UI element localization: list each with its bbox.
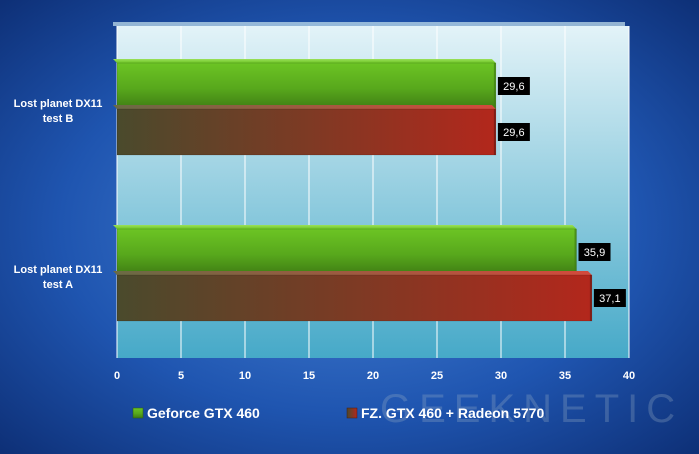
x-tick-label: 15 bbox=[303, 370, 315, 382]
category-label-line: test A bbox=[43, 279, 73, 291]
bar-top bbox=[113, 271, 592, 275]
legend-label-fz: FZ. GTX 460 + Radeon 5770 bbox=[361, 405, 544, 421]
bar-edge bbox=[589, 275, 592, 321]
legend-item-geforce: Geforce GTX 460 bbox=[132, 405, 260, 421]
value-label: 37,1 bbox=[599, 293, 620, 305]
x-tick-label: 25 bbox=[431, 370, 443, 382]
bars bbox=[113, 59, 593, 322]
bar-top bbox=[113, 59, 496, 63]
bar-edge bbox=[493, 109, 496, 155]
bar bbox=[116, 274, 593, 322]
bar bbox=[116, 108, 497, 156]
watermark-text: GEEKNETIC bbox=[380, 387, 683, 431]
x-tick-label: 40 bbox=[623, 370, 635, 382]
category-labels: Lost planet DX11 test B Lost planet DX11 te… bbox=[14, 98, 103, 291]
category-label-line: test B bbox=[43, 113, 74, 125]
bar-top bbox=[113, 105, 496, 109]
x-tick-label: 0 bbox=[114, 370, 120, 382]
x-tick-label: 5 bbox=[178, 370, 184, 382]
legend-swatch-fz bbox=[346, 407, 358, 419]
x-tick-label: 30 bbox=[495, 370, 507, 382]
bar bbox=[116, 62, 497, 110]
x-tick-label: 35 bbox=[559, 370, 571, 382]
bar-edge bbox=[493, 63, 496, 109]
category-label-line: Lost planet DX11 bbox=[14, 98, 103, 110]
bar-top bbox=[113, 225, 577, 229]
category-label: Lost planet DX11 test B bbox=[14, 98, 103, 125]
legend-label-geforce: Geforce GTX 460 bbox=[147, 405, 260, 421]
bar-edge bbox=[574, 229, 577, 275]
x-axis-ticks: 0 5 10 15 20 25 30 35 40 bbox=[114, 370, 635, 382]
value-label: 29,6 bbox=[503, 81, 524, 93]
bar bbox=[116, 228, 577, 276]
legend: Geforce GTX 460 FZ. GTX 460 + Radeon 577… bbox=[132, 405, 544, 421]
value-labels: 29,6 29,6 35,9 37,1 bbox=[497, 77, 626, 307]
value-label-box bbox=[578, 243, 611, 261]
x-tick-label: 20 bbox=[367, 370, 379, 382]
category-label: Lost planet DX11 test A bbox=[14, 264, 103, 291]
value-label-box bbox=[497, 77, 530, 95]
plot-area-top-depth bbox=[113, 22, 625, 26]
value-label-box bbox=[497, 123, 530, 141]
value-label: 35,9 bbox=[584, 247, 605, 259]
category-label-line: Lost planet DX11 bbox=[14, 264, 103, 276]
legend-item-fz: FZ. GTX 460 + Radeon 5770 bbox=[346, 405, 544, 421]
value-label: 29,6 bbox=[503, 127, 524, 139]
x-tick-label: 10 bbox=[239, 370, 251, 382]
legend-swatch-geforce bbox=[132, 407, 144, 419]
value-label-box bbox=[593, 289, 626, 307]
